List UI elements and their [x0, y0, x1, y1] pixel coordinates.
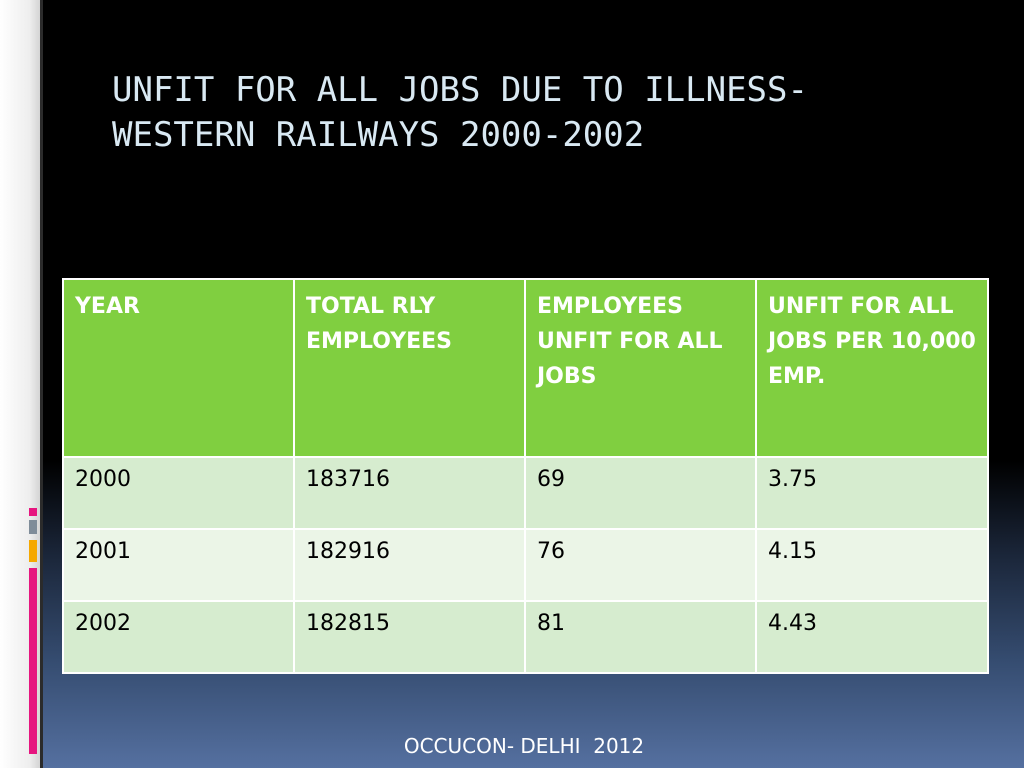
cell-unfit-rate: 4.43	[755, 600, 989, 674]
slide-title-line-1: UNFIT FOR ALL JOBS DUE TO ILLNESS-	[112, 70, 808, 110]
table-row: 2001 182916 76 4.15	[62, 528, 989, 602]
header-unfit-per-10000: UNFIT FOR ALL JOBS PER 10,000 EMP.	[755, 278, 989, 458]
cell-year: 2002	[62, 600, 295, 674]
accent-bar-gray	[29, 520, 37, 534]
table-row: 2002 182815 81 4.43	[62, 600, 989, 674]
cell-total-employees: 183716	[293, 456, 526, 530]
table-header-row: YEAR TOTAL RLY EMPLOYEES EMPLOYEES UNFIT…	[62, 278, 989, 458]
cell-unfit-count: 76	[524, 528, 757, 602]
header-year: YEAR	[62, 278, 295, 458]
cell-unfit-count: 81	[524, 600, 757, 674]
slide-footer: OCCUCON- DELHI 2012	[403, 734, 645, 758]
slide-title-line-2: WESTERN RAILWAYS 2000-2002	[112, 115, 645, 155]
table-row: 2000 183716 69 3.75	[62, 456, 989, 530]
cell-unfit-count: 69	[524, 456, 757, 530]
cell-year: 2000	[62, 456, 295, 530]
accent-bar-pink-small	[29, 508, 37, 516]
cell-total-employees: 182916	[293, 528, 526, 602]
cell-unfit-rate: 3.75	[755, 456, 989, 530]
data-table: YEAR TOTAL RLY EMPLOYEES EMPLOYEES UNFIT…	[62, 278, 989, 674]
cell-year: 2001	[62, 528, 295, 602]
cell-unfit-rate: 4.15	[755, 528, 989, 602]
slide-title: UNFIT FOR ALL JOBS DUE TO ILLNESS- WESTE…	[112, 68, 992, 158]
accent-bar-pink-long	[29, 568, 37, 754]
header-total-rly-employees: TOTAL RLY EMPLOYEES	[293, 278, 526, 458]
side-strip-edge	[40, 0, 43, 768]
accent-bar-orange	[29, 540, 37, 562]
header-employees-unfit: EMPLOYEES UNFIT FOR ALL JOBS	[524, 278, 757, 458]
cell-total-employees: 182815	[293, 600, 526, 674]
